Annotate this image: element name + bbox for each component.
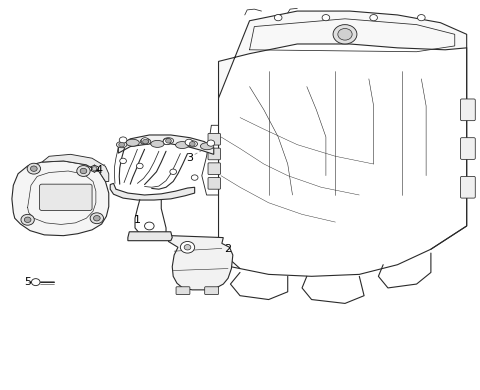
Ellipse shape xyxy=(116,142,127,148)
Circle shape xyxy=(333,25,357,44)
Circle shape xyxy=(92,167,97,170)
FancyBboxPatch shape xyxy=(460,176,475,198)
Polygon shape xyxy=(110,183,195,200)
Circle shape xyxy=(322,14,330,21)
Text: 1: 1 xyxy=(134,215,141,225)
Polygon shape xyxy=(168,236,233,290)
Polygon shape xyxy=(118,135,214,154)
Circle shape xyxy=(21,215,34,225)
FancyBboxPatch shape xyxy=(460,138,475,160)
Circle shape xyxy=(120,158,126,164)
Circle shape xyxy=(143,139,148,144)
Ellipse shape xyxy=(163,138,174,144)
Polygon shape xyxy=(42,154,109,181)
Text: 2: 2 xyxy=(225,244,232,254)
FancyBboxPatch shape xyxy=(208,163,220,174)
Circle shape xyxy=(418,14,425,21)
Ellipse shape xyxy=(200,143,214,150)
Circle shape xyxy=(144,222,154,230)
Ellipse shape xyxy=(126,139,139,146)
Circle shape xyxy=(338,28,352,40)
Circle shape xyxy=(180,241,195,253)
Polygon shape xyxy=(12,161,109,236)
FancyBboxPatch shape xyxy=(460,99,475,121)
Circle shape xyxy=(119,137,127,143)
Ellipse shape xyxy=(187,141,198,147)
FancyBboxPatch shape xyxy=(208,133,220,145)
Polygon shape xyxy=(128,232,172,241)
FancyBboxPatch shape xyxy=(208,177,220,189)
Circle shape xyxy=(185,139,193,145)
Ellipse shape xyxy=(176,142,189,149)
Circle shape xyxy=(166,138,171,143)
Circle shape xyxy=(192,175,198,180)
Circle shape xyxy=(32,278,40,285)
Circle shape xyxy=(24,217,31,222)
Circle shape xyxy=(119,142,124,147)
Text: 4: 4 xyxy=(96,165,103,175)
Circle shape xyxy=(184,245,191,250)
Circle shape xyxy=(190,142,195,146)
FancyBboxPatch shape xyxy=(208,148,220,160)
Ellipse shape xyxy=(140,138,151,145)
Circle shape xyxy=(80,168,87,174)
Text: 3: 3 xyxy=(186,153,193,163)
Circle shape xyxy=(31,166,37,171)
Polygon shape xyxy=(218,11,467,98)
Circle shape xyxy=(90,213,104,223)
Text: 5: 5 xyxy=(24,277,31,287)
Circle shape xyxy=(141,138,149,144)
Circle shape xyxy=(163,138,171,145)
Circle shape xyxy=(136,163,143,168)
Circle shape xyxy=(275,14,282,21)
Circle shape xyxy=(77,166,90,176)
FancyBboxPatch shape xyxy=(176,287,190,294)
FancyBboxPatch shape xyxy=(39,184,92,211)
Circle shape xyxy=(207,140,215,146)
FancyBboxPatch shape xyxy=(204,287,218,294)
Ellipse shape xyxy=(151,140,164,147)
Circle shape xyxy=(370,14,377,21)
Circle shape xyxy=(94,216,100,221)
Circle shape xyxy=(170,169,177,174)
Circle shape xyxy=(27,163,40,174)
